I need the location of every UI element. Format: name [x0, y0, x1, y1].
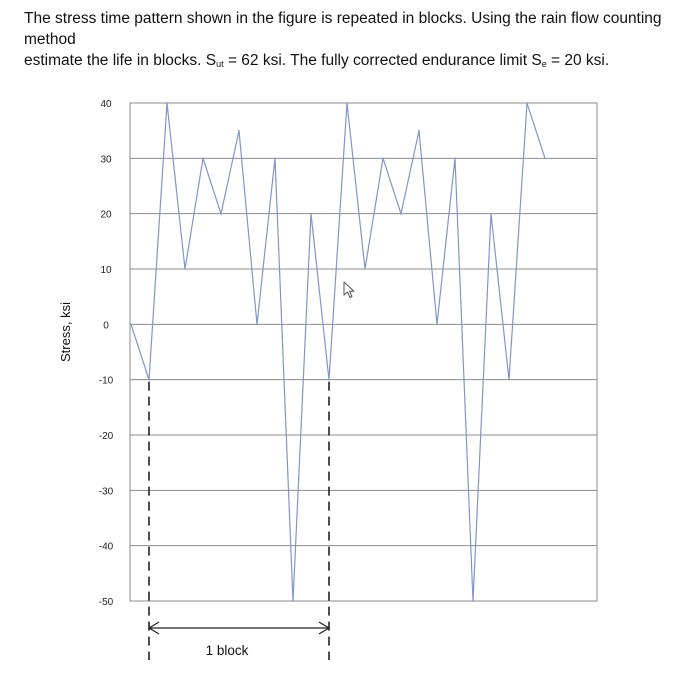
stress-point: [382, 157, 384, 160]
y-tick-label: 30: [100, 154, 112, 165]
y-tick-label: -40: [99, 542, 114, 553]
stress-point: [130, 323, 132, 326]
stress-point: [256, 323, 258, 326]
stress-point: [148, 378, 150, 381]
problem-line-1: The stress time pattern shown in the fig…: [24, 10, 662, 48]
stress-point: [220, 212, 222, 215]
block-label: 1 block: [206, 643, 249, 658]
problem-line-2-part-2: = 62 ksi. The fully corrected endurance …: [223, 52, 542, 69]
stress-point: [184, 268, 186, 270]
y-tick-label: -30: [99, 486, 114, 497]
stress-point: [328, 378, 330, 381]
stress-point: [310, 212, 312, 215]
stress-point: [292, 600, 294, 602]
y-tick-label: -10: [99, 376, 114, 387]
block-marker: 1 block: [147, 381, 331, 660]
y-axis-title: Stress, ksi: [58, 302, 73, 362]
y-tick-label: 10: [100, 265, 112, 276]
sut-subscript: ut: [216, 59, 224, 69]
stress-point: [490, 212, 492, 215]
y-tick-label: -20: [99, 431, 114, 442]
problem-line-2-part-1: estimate the life in blocks. S: [24, 52, 217, 69]
stress-point: [544, 157, 546, 160]
problem-statement: The stress time pattern shown in the fig…: [24, 8, 692, 75]
y-tick-label: -50: [99, 597, 114, 608]
stress-point: [364, 268, 366, 270]
stress-point: [418, 129, 420, 132]
stress-point: [436, 323, 438, 326]
y-tick-labels: 40 30 20 10 0 -10 -20 -30 -40 -50: [99, 99, 114, 608]
stress-points: [130, 102, 546, 602]
stress-point: [166, 102, 168, 104]
stress-point: [202, 157, 204, 160]
cursor-arrow-icon: [343, 281, 355, 298]
y-tick-label: 20: [100, 210, 112, 221]
stress-point: [274, 157, 276, 160]
stress-point: [400, 212, 402, 215]
se-subscript: e: [541, 59, 547, 69]
arrow-head-right-icon: [318, 621, 331, 635]
stress-point: [526, 102, 528, 104]
problem-line-2-part-3: = 20 ksi.: [546, 52, 610, 69]
stress-point: [346, 102, 348, 104]
plot-frame: [129, 102, 598, 602]
y-tick-label: 0: [103, 320, 109, 331]
stress-point: [472, 600, 474, 602]
stress-point: [454, 157, 456, 160]
stress-point: [238, 129, 240, 132]
y-tick-label: 40: [100, 99, 112, 110]
stress-point: [508, 378, 510, 381]
arrow-head-left-icon: [147, 621, 160, 635]
stress-series-line: [130, 102, 546, 602]
